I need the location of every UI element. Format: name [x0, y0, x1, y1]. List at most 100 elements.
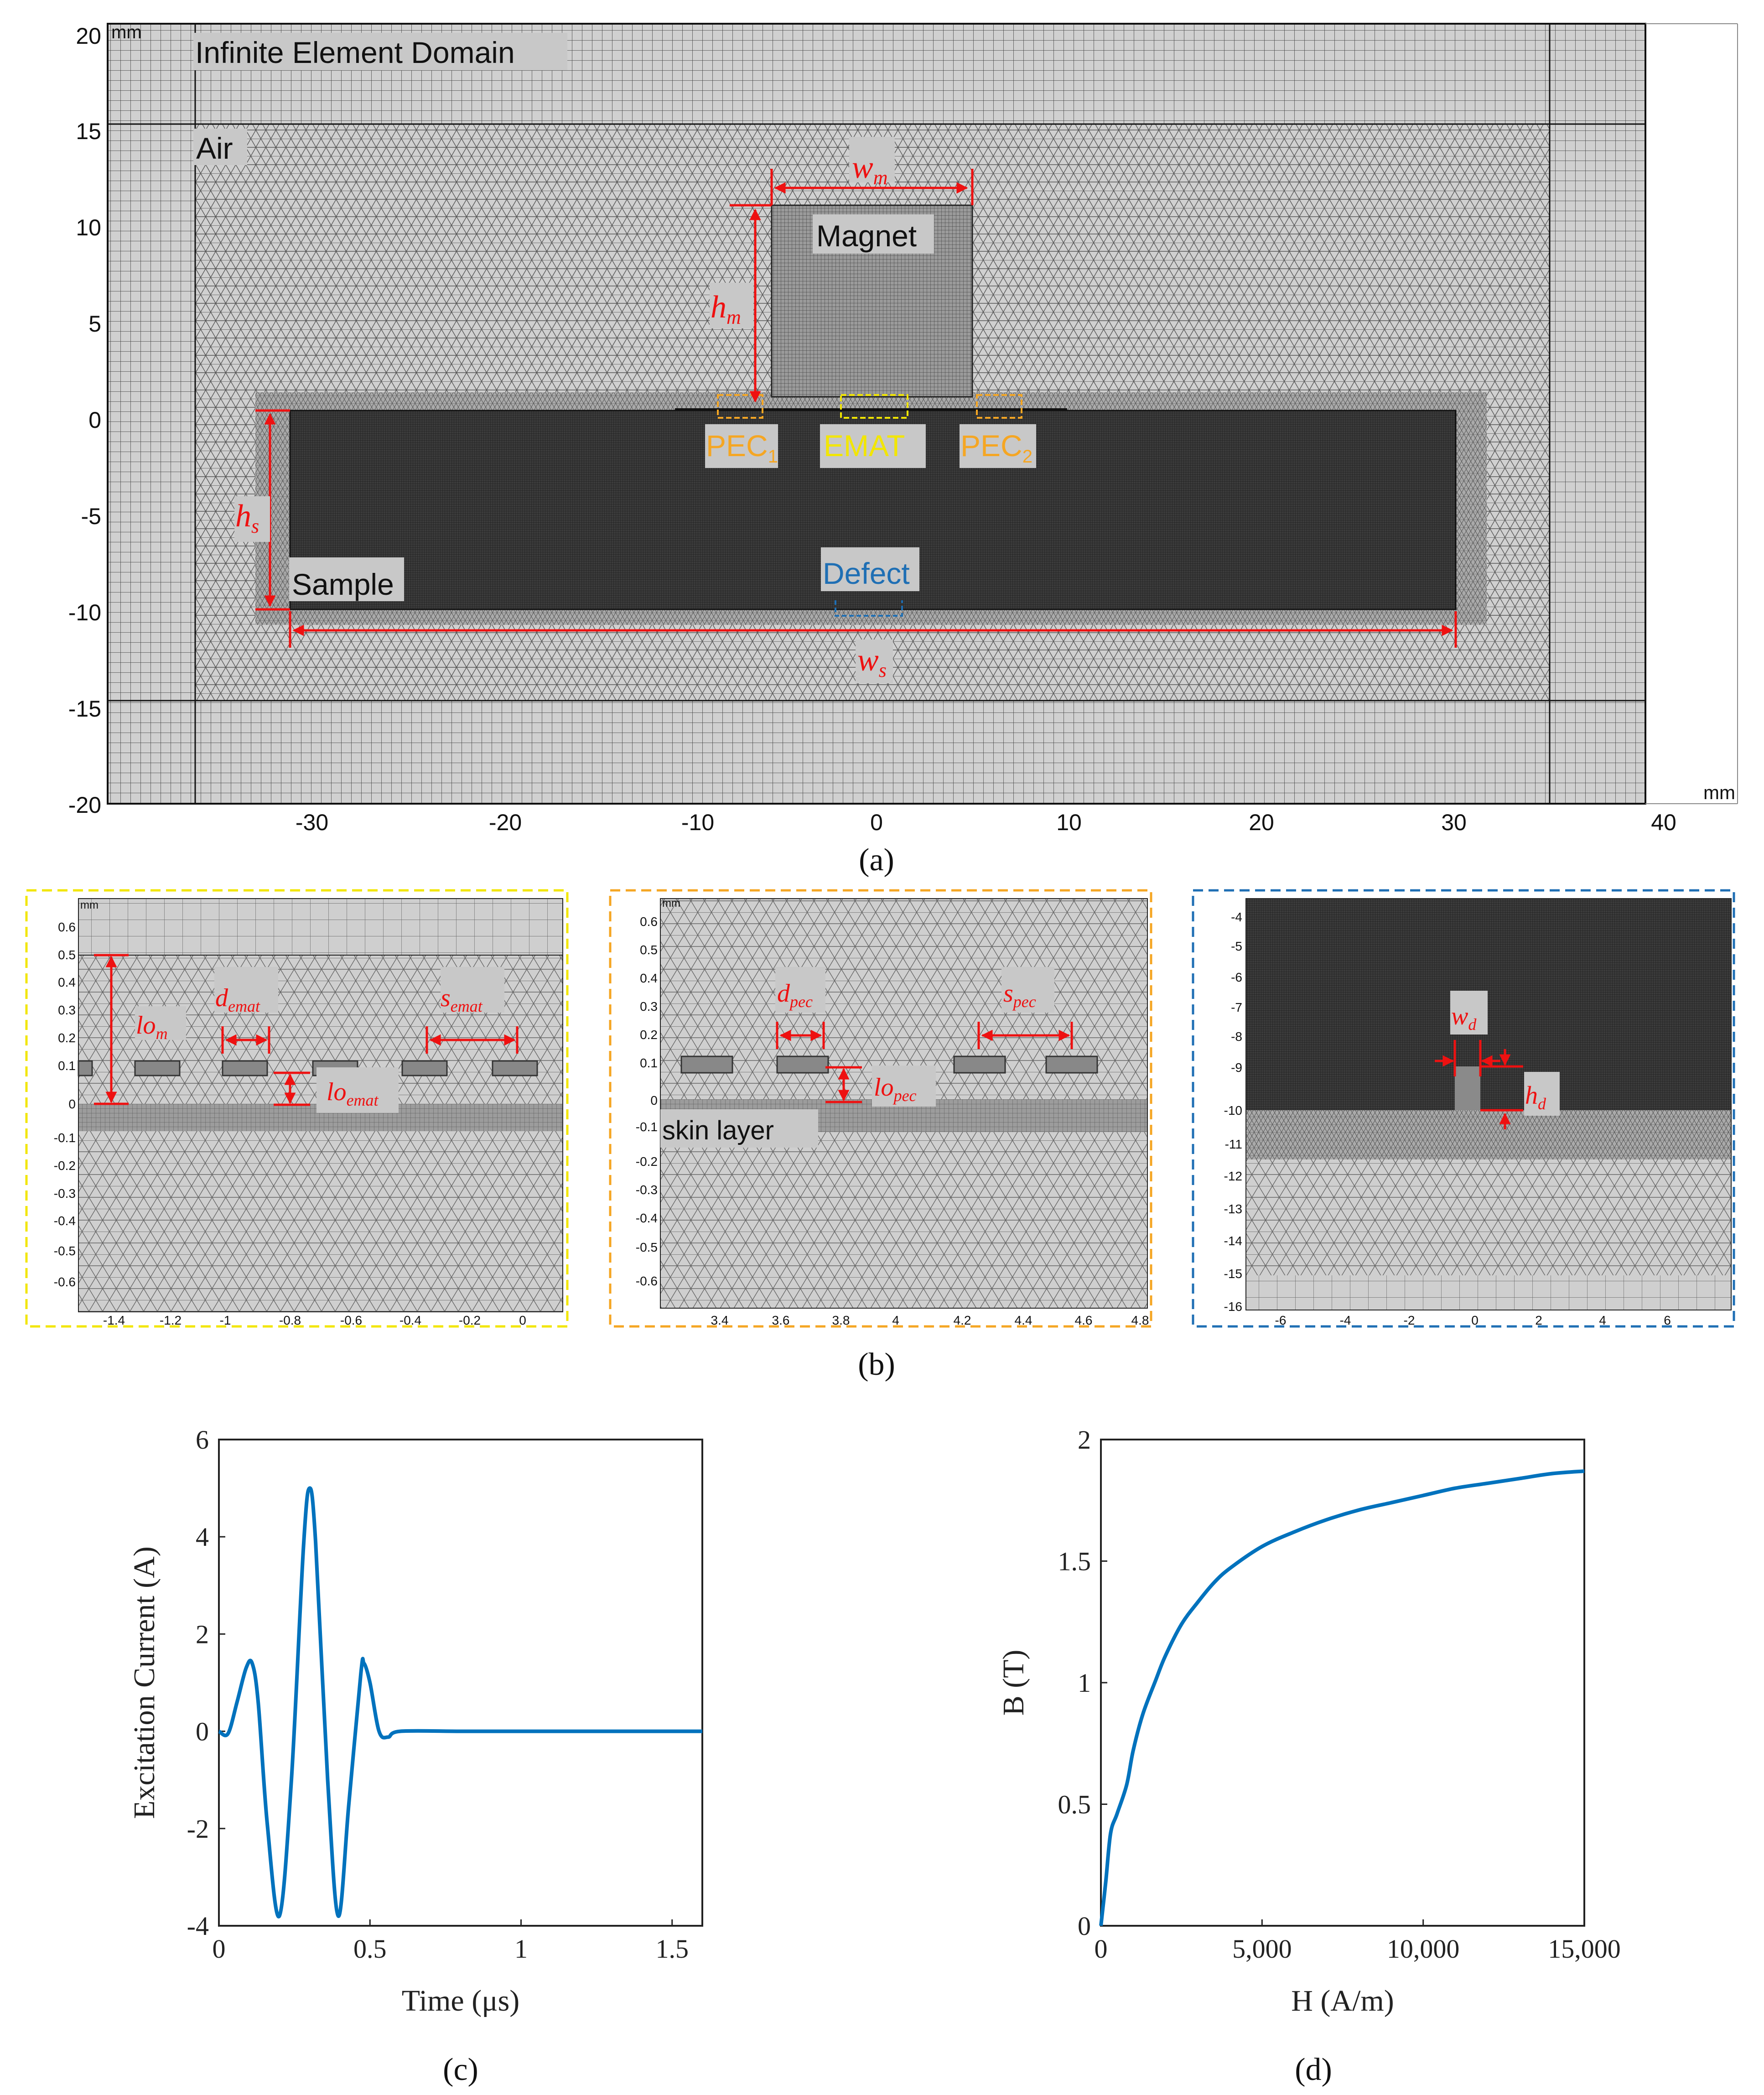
- dim-d-pec: dpec: [777, 979, 813, 1011]
- x-tick-label: -0.4: [399, 1313, 421, 1327]
- sample-label: Sample: [292, 567, 394, 601]
- y-tick-label: -5: [81, 504, 101, 529]
- x-tick-label: 10,000: [1387, 1934, 1460, 1964]
- skin-layer-label: skin layer: [662, 1116, 774, 1145]
- dim-lo-emat: loemat: [327, 1078, 379, 1109]
- sample-height-label: hs: [235, 499, 259, 537]
- x-tick-label: 4: [1599, 1313, 1606, 1327]
- panel-a-y-axis: 20 15 10 5 0 -5 -10 -15 -20: [68, 23, 101, 818]
- y-tick-label: 0.1: [640, 1056, 658, 1070]
- x-tick-label: -4: [1340, 1313, 1351, 1327]
- y-tick-label: 0.6: [58, 920, 76, 934]
- y-tick-label: 0.2: [58, 1031, 76, 1045]
- x-tick-label: 0: [1471, 1313, 1479, 1327]
- y-tick-label: -7: [1231, 1000, 1242, 1014]
- y-tick-label: -0.6: [636, 1274, 658, 1288]
- y-tick-label: -0.5: [54, 1244, 76, 1258]
- dim-s-emat: semat: [441, 984, 483, 1015]
- unit-label-y: mm: [111, 22, 142, 42]
- y-tick-label: -20: [68, 792, 101, 818]
- x-axis-label: H (A/m): [1291, 1984, 1394, 2017]
- y-tick-label: 4: [196, 1522, 209, 1552]
- x-tick-label: -0.8: [279, 1313, 301, 1327]
- x-tick-label: 6: [1664, 1313, 1671, 1327]
- x-tick-label: 4.2: [954, 1313, 971, 1327]
- y-tick-label: 1.5: [1058, 1547, 1091, 1576]
- y-tick-label: 0.5: [1058, 1790, 1091, 1819]
- x-tick-label: 0: [213, 1934, 226, 1964]
- x-tick-label: 40: [1651, 810, 1676, 835]
- x-tick-label: 10: [1056, 810, 1082, 835]
- pec2-box: [976, 394, 1022, 419]
- panel-b: 0.6 0.5 0.4 0.3 0.2 0.1 0 -0.1 -0.2 -0.3…: [25, 889, 1735, 1382]
- y-tick-label: -13: [1224, 1202, 1242, 1216]
- y-tick-label: 2: [1078, 1425, 1091, 1455]
- x-tick-label: 0.5: [353, 1934, 387, 1964]
- x-tick-label: -0.2: [459, 1313, 481, 1327]
- dim-lo-m: lom: [136, 1011, 168, 1043]
- y-tick-label: 0.2: [640, 1028, 658, 1042]
- dim-s-pec: spec: [1003, 979, 1036, 1011]
- x-tick-label: 3.4: [711, 1313, 729, 1327]
- inset-pec-frame: [609, 889, 1152, 1328]
- inset-defect-frame: [1192, 889, 1735, 1328]
- y-tick-label: -15: [1224, 1267, 1242, 1281]
- dim-w-d: wd: [1451, 1002, 1477, 1034]
- plot-area: [1100, 1439, 1585, 1927]
- inset-pec: 0.6 0.5 0.4 0.3 0.2 0.1 0 -0.1 -0.2 -0.3…: [636, 897, 1149, 1327]
- air-label: Air: [196, 131, 233, 165]
- x-tick-label: -0.6: [340, 1313, 362, 1327]
- y-tick-label: 0.5: [58, 948, 76, 962]
- y-tick-label: -15: [68, 696, 101, 722]
- magnet-label: Magnet: [816, 219, 917, 253]
- sample-width-label: ws: [857, 643, 887, 681]
- series-line: [218, 1486, 702, 1918]
- y-tick-label: 0: [1078, 1911, 1091, 1941]
- unit-label-x: mm: [1703, 782, 1735, 803]
- y-tick-label: 5: [88, 311, 101, 337]
- y-tick-label: -0.1: [636, 1120, 658, 1134]
- pec2-label: PEC2: [960, 429, 1032, 467]
- x-tick-label: 1: [514, 1934, 528, 1964]
- x-tick-label: -1: [220, 1313, 231, 1327]
- y-tick-label: -10: [68, 600, 101, 625]
- y-tick-label: 1: [1078, 1668, 1091, 1698]
- caption-b: (b): [858, 1347, 895, 1382]
- x-tick-label: -10: [681, 810, 714, 835]
- y-tick-label: -0.1: [54, 1131, 76, 1145]
- y-axis-label: B (T): [997, 1650, 1030, 1716]
- y-tick-label: 0.1: [58, 1059, 76, 1073]
- y-tick-label: -0.2: [636, 1154, 658, 1169]
- y-tick-label: 0: [196, 1717, 209, 1747]
- inset-unit-label: mm: [662, 897, 680, 910]
- x-tick-label: -20: [489, 810, 522, 835]
- y-tick-label: -0.3: [54, 1186, 76, 1201]
- y-tick-label: 0: [88, 407, 101, 433]
- chart-excitation-current: Excitation Current (A) Time (μs) (c) 6 4 2…: [128, 1425, 703, 2087]
- y-tick-label: -8: [1231, 1029, 1242, 1044]
- x-tick-label: -6: [1275, 1313, 1287, 1327]
- emat-label: EMAT: [824, 429, 905, 463]
- y-tick-label: -14: [1224, 1234, 1242, 1248]
- y-tick-label: -9: [1231, 1060, 1242, 1075]
- series-line: [1099, 1469, 1585, 1926]
- y-tick-label: -4: [187, 1911, 209, 1941]
- inset-emat: 0.6 0.5 0.4 0.3 0.2 0.1 0 -0.1 -0.2 -0.3…: [54, 898, 563, 1327]
- dim-h-d: hd: [1525, 1081, 1546, 1113]
- caption-d: (d): [1295, 2052, 1332, 2087]
- y-tick-label: 0: [650, 1093, 658, 1107]
- y-tick-label: -0.4: [54, 1214, 76, 1228]
- y-tick-label: 2: [196, 1619, 209, 1649]
- y-tick-label: 0.5: [640, 943, 658, 957]
- inset-emat-frame: [25, 889, 569, 1328]
- y-tick-label: -6: [1231, 970, 1242, 984]
- panel-a: 20 15 10 5 0 -5 -10 -15 -20 mm -30 -20 -…: [68, 22, 1738, 878]
- plot-area: [218, 1439, 703, 1927]
- x-tick-label: 20: [1249, 810, 1274, 835]
- inset-unit-label: mm: [80, 899, 99, 911]
- y-tick-label: -12: [1224, 1169, 1242, 1183]
- y-tick-label: 0.4: [640, 971, 658, 985]
- y-tick-label: 0.6: [640, 915, 658, 929]
- y-axis-label: Excitation Current (A): [128, 1546, 161, 1819]
- defect-marker: [835, 600, 903, 617]
